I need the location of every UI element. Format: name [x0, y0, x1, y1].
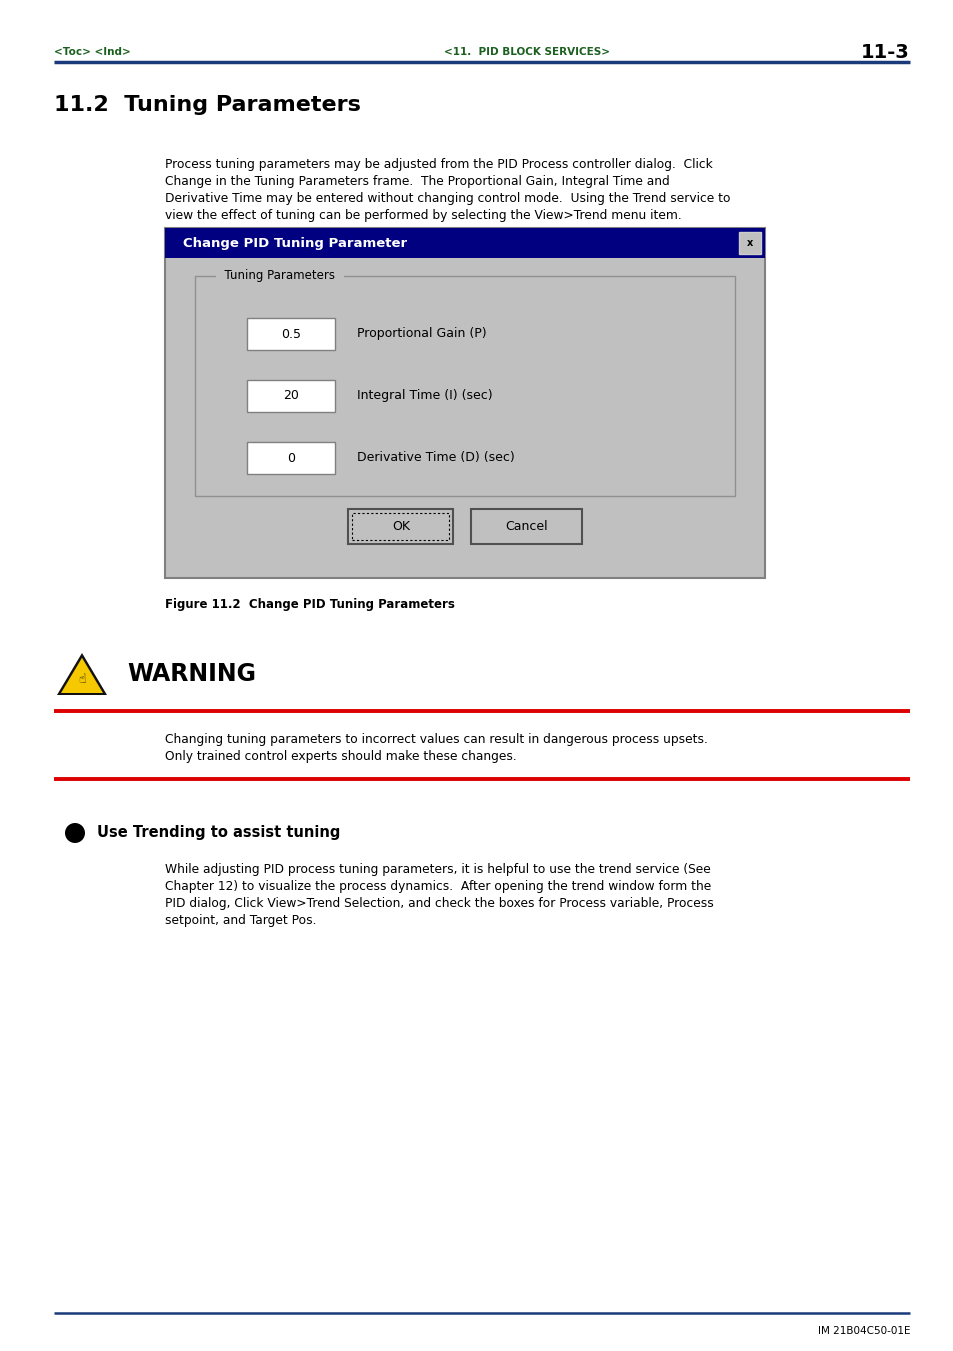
Polygon shape — [57, 653, 107, 694]
Bar — [194, 276, 734, 496]
Bar — [348, 508, 453, 543]
Text: While adjusting PID process tuning parameters, it is helpful to use the trend se: While adjusting PID process tuning param… — [165, 863, 713, 927]
Text: Integral Time (I) (sec): Integral Time (I) (sec) — [356, 389, 492, 403]
Bar — [165, 228, 764, 258]
Text: Derivative Time (D) (sec): Derivative Time (D) (sec) — [356, 451, 515, 465]
Text: 11.2  Tuning Parameters: 11.2 Tuning Parameters — [54, 95, 360, 115]
Text: 0: 0 — [287, 451, 294, 465]
Text: OK: OK — [392, 520, 410, 532]
Text: ☝: ☝ — [78, 673, 86, 685]
Text: 0.5: 0.5 — [281, 327, 301, 340]
Bar — [471, 508, 581, 543]
Text: WARNING: WARNING — [127, 662, 255, 686]
Text: Proportional Gain (P): Proportional Gain (P) — [356, 327, 486, 340]
Text: Figure 11.2  Change PID Tuning Parameters: Figure 11.2 Change PID Tuning Parameters — [165, 598, 455, 611]
Text: Use Trending to assist tuning: Use Trending to assist tuning — [97, 825, 340, 840]
Circle shape — [65, 823, 85, 843]
Text: Process tuning parameters may be adjusted from the PID Process controller dialog: Process tuning parameters may be adjuste… — [165, 158, 730, 222]
Text: Cancel: Cancel — [505, 520, 547, 532]
Bar — [352, 512, 449, 539]
Polygon shape — [61, 658, 103, 693]
FancyBboxPatch shape — [165, 228, 764, 578]
Text: 11-3: 11-3 — [861, 42, 909, 62]
Bar — [739, 232, 760, 254]
Text: <11.  PID BLOCK SERVICES>: <11. PID BLOCK SERVICES> — [443, 47, 609, 57]
Bar — [247, 317, 335, 350]
Text: Change PID Tuning Parameter: Change PID Tuning Parameter — [183, 236, 407, 250]
Text: x: x — [746, 238, 752, 249]
Text: Tuning Parameters: Tuning Parameters — [216, 269, 342, 282]
Text: 20: 20 — [283, 389, 298, 403]
Text: IM 21B04C50-01E: IM 21B04C50-01E — [817, 1325, 909, 1336]
Bar — [247, 380, 335, 412]
Text: <Toc> <Ind>: <Toc> <Ind> — [54, 47, 131, 57]
Bar — [247, 442, 335, 474]
Text: Changing tuning parameters to incorrect values can result in dangerous process u: Changing tuning parameters to incorrect … — [165, 734, 707, 763]
